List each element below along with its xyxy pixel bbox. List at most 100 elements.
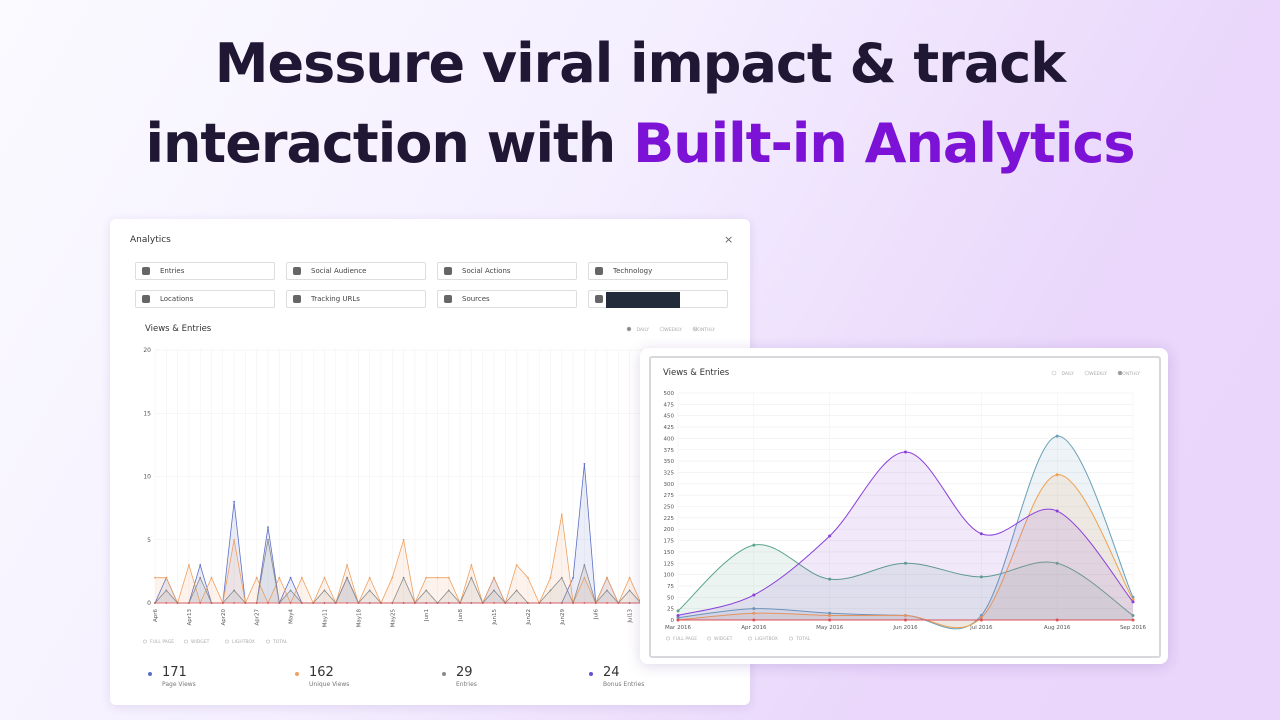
toggle-label[interactable]: DAILY [637, 327, 650, 333]
y-tick-label: 325 [664, 470, 675, 476]
toggle-radio[interactable] [1051, 370, 1057, 376]
x-tick-label: May 2016 [816, 625, 844, 631]
legend-dot[interactable] [184, 639, 188, 644]
data-point [255, 602, 258, 604]
x-tick-label: May18 [356, 609, 362, 628]
toggle-radio[interactable] [659, 326, 665, 332]
data-point [904, 613, 907, 617]
data-point [549, 602, 552, 604]
legend-label[interactable]: FULL PAGE [673, 636, 697, 642]
data-point [560, 602, 563, 604]
data-point [402, 602, 405, 604]
y-tick-label: 125 [664, 561, 675, 567]
data-point [425, 576, 428, 579]
data-point [676, 618, 680, 622]
legend-label[interactable]: LIGHTBOX [755, 636, 778, 642]
data-point [752, 593, 756, 597]
legend-label[interactable]: WIDGET [191, 639, 210, 645]
y-tick-label: 275 [664, 493, 675, 499]
data-point [572, 576, 574, 579]
data-point [221, 602, 224, 604]
data-point [979, 613, 983, 617]
tab[interactable]: Tracking URLs [286, 290, 426, 308]
toggle-radio[interactable] [1084, 370, 1090, 376]
legend-dot[interactable] [789, 636, 793, 641]
data-point [346, 576, 348, 579]
chart-card [640, 348, 1168, 664]
tab[interactable]: Social Actions [437, 262, 577, 280]
close-button[interactable]: × [724, 233, 734, 246]
legend-dot[interactable] [143, 639, 147, 644]
headline-highlight: Built-in Analytics [633, 112, 1135, 175]
toggle-label[interactable]: MONTHLY [1118, 371, 1140, 377]
tab-label: Technology [613, 267, 653, 275]
legend-dot[interactable] [266, 639, 270, 644]
toggle-label[interactable]: WEEKLY [1089, 371, 1107, 377]
legend-label[interactable]: WIDGET [714, 636, 733, 642]
tab-icon [142, 267, 150, 275]
stat-label: Bonus Entries [603, 681, 645, 688]
legend-dot[interactable] [225, 639, 229, 644]
tab[interactable]: Social Audience [286, 262, 426, 280]
legend-label[interactable]: TOTAL [272, 639, 288, 645]
data-point [979, 532, 983, 536]
y-tick-label: 25 [667, 607, 674, 613]
tab-icon [142, 295, 150, 303]
tab[interactable]: Locations [135, 290, 275, 308]
series-line [677, 435, 1134, 630]
legend-label[interactable]: LIGHTBOX [232, 639, 255, 645]
toggle-label[interactable]: MONTHLY [693, 327, 715, 333]
y-tick-label: 400 [664, 436, 675, 442]
y-tick-label: 0 [147, 600, 151, 607]
tab-icon [293, 267, 301, 275]
y-tick-label: 500 [664, 391, 675, 397]
x-tick-label: Sep 2016 [1120, 625, 1147, 631]
data-point [154, 602, 156, 604]
tab-label: Tracking URLs [311, 295, 360, 303]
legend-dot[interactable] [707, 636, 711, 641]
series-area [678, 544, 1133, 620]
data-point [312, 602, 315, 604]
panel-title: Analytics [130, 235, 171, 245]
tab-icon [444, 295, 452, 303]
data-point [459, 602, 461, 604]
data-point [357, 602, 360, 604]
toggle-label[interactable]: WEEKLY [664, 327, 682, 333]
data-point [346, 602, 348, 604]
stat-label: Entries [456, 681, 477, 688]
tab[interactable]: Entries [135, 262, 275, 280]
data-point [391, 576, 394, 579]
stat-dot [589, 672, 593, 676]
legend-dot[interactable] [748, 636, 752, 641]
toggle-label[interactable]: DAILY [1062, 371, 1075, 377]
data-point [979, 616, 983, 620]
legend-label[interactable]: FULL PAGE [150, 639, 174, 645]
stat-dot [148, 672, 152, 676]
data-point [527, 576, 529, 579]
x-tick-label: May25 [390, 609, 396, 628]
tab[interactable] [588, 290, 728, 308]
toggle-radio[interactable] [692, 326, 698, 332]
tab[interactable]: Technology [588, 262, 728, 280]
legend-label[interactable]: TOTAL [795, 636, 811, 642]
data-point [527, 602, 529, 604]
data-point [1131, 618, 1135, 622]
tab[interactable]: Sources [437, 290, 577, 308]
series-line [677, 474, 1134, 629]
toggle-radio[interactable] [1117, 370, 1123, 376]
stat-label: Unique Views [309, 681, 350, 688]
data-point [233, 538, 236, 541]
data-point [1055, 618, 1059, 622]
toggle-radio[interactable] [626, 326, 632, 332]
data-point [425, 602, 428, 604]
y-tick-label: 450 [664, 414, 675, 420]
tab-select[interactable] [606, 292, 680, 308]
data-point [606, 576, 608, 579]
data-point [1055, 434, 1059, 438]
data-point [1055, 473, 1059, 477]
series-area [155, 514, 720, 603]
data-point [606, 602, 608, 604]
legend-dot[interactable] [666, 636, 670, 641]
series-area [678, 436, 1133, 629]
